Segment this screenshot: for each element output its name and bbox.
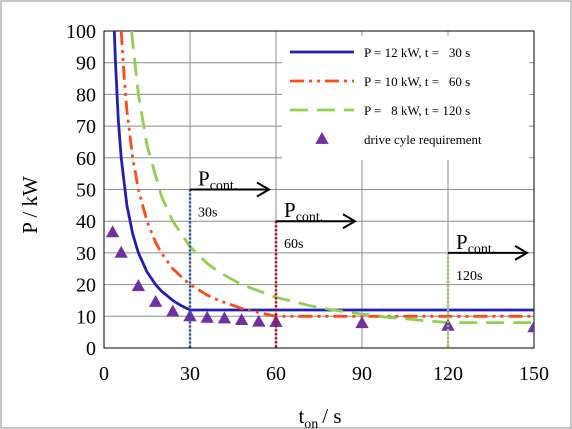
legend-label-1: P = 12 kW, t = 30 s (364, 45, 470, 60)
marker-label-main: P (198, 167, 210, 191)
data-point-drive-cycle (166, 304, 180, 317)
legend: P = 12 kW, t = 30 s P = 10 kW, t = 60 s P … (282, 36, 529, 160)
data-point-drive-cycle (269, 315, 283, 327)
marker-arrow-head-3 (514, 245, 529, 261)
data-point-drive-cycle (441, 318, 455, 331)
marker-time-label-2: 60s (284, 237, 303, 252)
marker-label-2: Pcont. (284, 198, 323, 225)
marker-label-3: Pcont. (456, 230, 495, 257)
data-point-drive-cycle (252, 314, 266, 327)
y-tick-label: 40 (76, 211, 96, 233)
x-tick-label: 150 (519, 363, 549, 385)
series-layer (105, 31, 534, 333)
x-tick-label: 90 (352, 363, 372, 385)
data-point-drive-cycle (148, 295, 163, 307)
data-point-drive-cycle (131, 279, 146, 292)
y-tick-label: 90 (76, 53, 96, 75)
x-axis-label-unit: / s (322, 404, 341, 428)
legend-swatch-4 (315, 132, 329, 144)
data-point-drive-cycle (234, 313, 249, 326)
marker-time-label-3: 120s (456, 269, 482, 284)
y-tick-label: 30 (76, 243, 96, 265)
data-point-drive-cycle (527, 320, 534, 333)
vertical-markers-layer: Pcont. 30s Pcont. 60s Pcont. 120s (188, 167, 529, 348)
x-tick-label: 0 (99, 363, 109, 385)
y-tick-label: 50 (76, 180, 96, 202)
marker-label-1: Pcont. (198, 167, 237, 194)
marker-arrow-head-2 (342, 213, 357, 230)
legend-label-4: drive cyle requirement (364, 132, 482, 147)
y-tick-label: 80 (76, 84, 96, 106)
legend-label-2: P = 10 kW, t = 60 s (364, 74, 470, 89)
marker-time-label-1: 30s (198, 206, 217, 221)
x-tick-label: 120 (433, 363, 463, 385)
plot-area-frame (103, 30, 535, 349)
y-axis-label: P / kW (18, 176, 42, 234)
data-point-drive-cycle (105, 225, 120, 238)
y-tick-label: 0 (86, 338, 96, 360)
x-axis-label: ton / s (298, 404, 341, 429)
data-point-drive-cycle (114, 245, 128, 258)
marker-label-subscript: cont. (296, 210, 324, 225)
legend-label-3: P = 8 kW, t = 120 s (364, 103, 470, 118)
marker-label-main: P (456, 230, 468, 254)
marker-label-subscript: cont. (210, 179, 238, 194)
x-tick-label: 60 (266, 363, 286, 385)
marker-label-subscript: cont. (468, 242, 496, 257)
series-line-3 (130, 31, 534, 324)
y-tick-label: 20 (76, 275, 96, 297)
marker-label-main: P (284, 198, 296, 222)
x-tick-label: 30 (180, 363, 200, 385)
series-line-1 (112, 31, 534, 312)
series-line-2 (119, 31, 534, 318)
data-point-drive-cycle (200, 310, 214, 323)
data-point-drive-cycle (355, 316, 369, 329)
y-tick-label: 60 (76, 148, 96, 170)
y-tick-label: 100 (66, 21, 96, 43)
axes-layer: 0 10 20 30 40 50 60 70 80 90 100 0 30 60 90 120 150 (66, 21, 549, 385)
x-axis-label-subscript: on (304, 417, 318, 429)
x-axis-label-main: t (298, 404, 304, 428)
y-tick-label: 10 (76, 306, 96, 328)
marker-arrow-head-1 (256, 181, 271, 198)
y-tick-label: 70 (76, 116, 96, 138)
data-point-drive-cycle (217, 311, 232, 324)
